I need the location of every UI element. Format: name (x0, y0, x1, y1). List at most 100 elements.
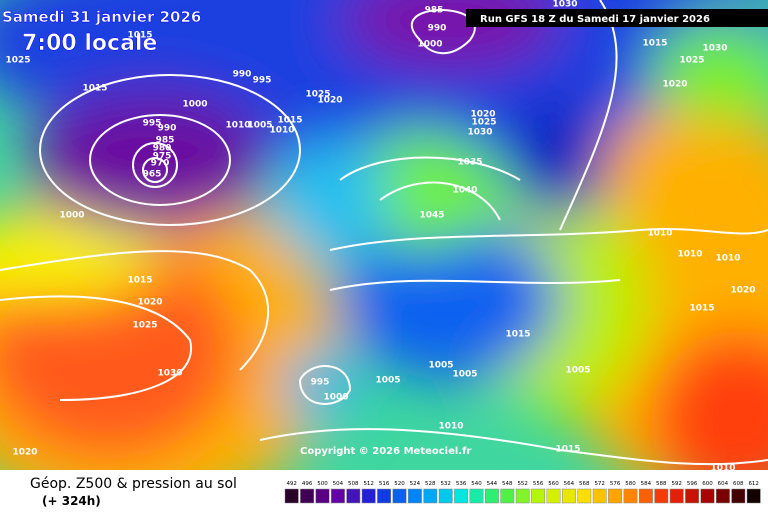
legend-label: 572 (594, 481, 605, 487)
isobar-label: 1040 (452, 186, 477, 196)
legend-label: 508 (348, 481, 359, 487)
legend-swatch (561, 488, 576, 504)
isobar-label: 1025 (679, 56, 704, 66)
legend-label: 528 (425, 481, 436, 487)
legend-swatch (392, 488, 407, 504)
legend-swatch (700, 488, 715, 504)
isobar-label: 1005 (428, 361, 453, 371)
local-time: 7:00 locale (22, 31, 157, 56)
isobar-label: 1015 (642, 39, 667, 49)
legend-swatch (623, 488, 638, 504)
legend-label: 544 (487, 481, 498, 487)
legend-label: 500 (317, 481, 328, 487)
isobar-label: 1005 (247, 121, 272, 131)
legend-label: 496 (302, 481, 313, 487)
legend-label: 612 (748, 481, 759, 487)
isobar-label: 995 (253, 76, 272, 86)
isobar-label: 1025 (5, 56, 30, 66)
legend-label: 512 (363, 481, 374, 487)
legend-swatch (300, 488, 315, 504)
legend-swatch (377, 488, 392, 504)
legend-swatch (638, 488, 653, 504)
isobar-label: 1020 (317, 96, 342, 106)
legend-label: 516 (379, 481, 390, 487)
isobar-label: 965 (143, 170, 162, 180)
legend-label: 592 (671, 481, 682, 487)
legend-swatch (407, 488, 422, 504)
isobar-label: 1015 (277, 116, 302, 126)
legend-swatch (361, 488, 376, 504)
isobar-label: 990 (428, 24, 447, 34)
run-info: Run GFS 18 Z du Samedi 17 janvier 2026 (480, 14, 710, 25)
isobar-label: 1000 (59, 211, 84, 221)
isobar-label: 985 (425, 6, 444, 16)
isobar-label: 1015 (82, 84, 107, 94)
copyright: Copyright © 2026 Meteociel.fr (300, 446, 471, 457)
legend-label: 588 (656, 481, 667, 487)
legend-swatch (500, 488, 515, 504)
isobar-label: 1025 (471, 118, 496, 128)
isobar-label: 990 (233, 70, 252, 80)
isobar-label: 1000 (323, 393, 348, 403)
isobar-label: 1015 (555, 445, 580, 455)
isobar-label: 990 (158, 124, 177, 134)
legend-label: 504 (333, 481, 344, 487)
isobar-label: 1005 (452, 370, 477, 380)
isobar-label: 1030 (157, 369, 182, 379)
legend-swatch (284, 488, 299, 504)
isobar-label: 995 (143, 119, 162, 129)
isobar-label: 1025 (305, 90, 330, 100)
isobar-label: 995 (311, 378, 330, 388)
isobar-label: 1010 (225, 121, 250, 131)
legend-label: 536 (456, 481, 467, 487)
legend-swatch (731, 488, 746, 504)
legend-swatch (484, 488, 499, 504)
legend-label: 532 (440, 481, 451, 487)
isobar-label: 1005 (375, 376, 400, 386)
run-box (466, 9, 768, 27)
isobar-label: 1000 (417, 40, 442, 50)
isobar-label: 1030 (702, 44, 727, 54)
legend-swatch (515, 488, 530, 504)
isobar-label: 1010 (715, 254, 740, 264)
isobar-label: 980 (153, 144, 172, 154)
legend-swatch (715, 488, 730, 504)
legend-swatch (531, 488, 546, 504)
legend-swatch (423, 488, 438, 504)
legend-label: 564 (564, 481, 575, 487)
legend-swatch (654, 488, 669, 504)
legend-label: 584 (641, 481, 652, 487)
isobar-labels: 1015102510151000990995995990985980975970… (5, 0, 755, 474)
legend-swatch (577, 488, 592, 504)
isobar-label: 1015 (505, 330, 530, 340)
legend-swatch (746, 488, 761, 504)
isobar-label: 1020 (662, 80, 687, 90)
legend-label: 492 (286, 481, 297, 487)
legend-label: 604 (718, 481, 729, 487)
isobar-label: 985 (156, 136, 175, 146)
isobar-label: 1010 (647, 229, 672, 239)
isobar-label: 975 (153, 152, 172, 162)
legend-label: 580 (625, 481, 636, 487)
legend-swatch (330, 488, 345, 504)
legend-label: 540 (471, 481, 482, 487)
legend-label: 596 (687, 481, 698, 487)
color-legend: 492 496 500 504 508 512 516 520 524 528 532 536 540 5… (284, 481, 761, 504)
isobar-label: 1000 (182, 100, 207, 110)
lead-time: (+ 324h) (42, 494, 101, 508)
legend-swatch (438, 488, 453, 504)
isobar-label: 1015 (127, 276, 152, 286)
isobar-label: 1005 (565, 366, 590, 376)
legend-swatch (546, 488, 561, 504)
legend-label: 608 (733, 481, 744, 487)
caption: Géop. Z500 & pression au sol (30, 476, 237, 492)
legend-swatch (685, 488, 700, 504)
isobar-label: 1010 (677, 250, 702, 260)
isobar-label: 1010 (269, 126, 294, 136)
legend-swatch (608, 488, 623, 504)
isobar-label: 1010 (710, 464, 735, 474)
isobar-label: 1020 (137, 298, 162, 308)
legend-label: 556 (533, 481, 544, 487)
legend-swatch (454, 488, 469, 504)
